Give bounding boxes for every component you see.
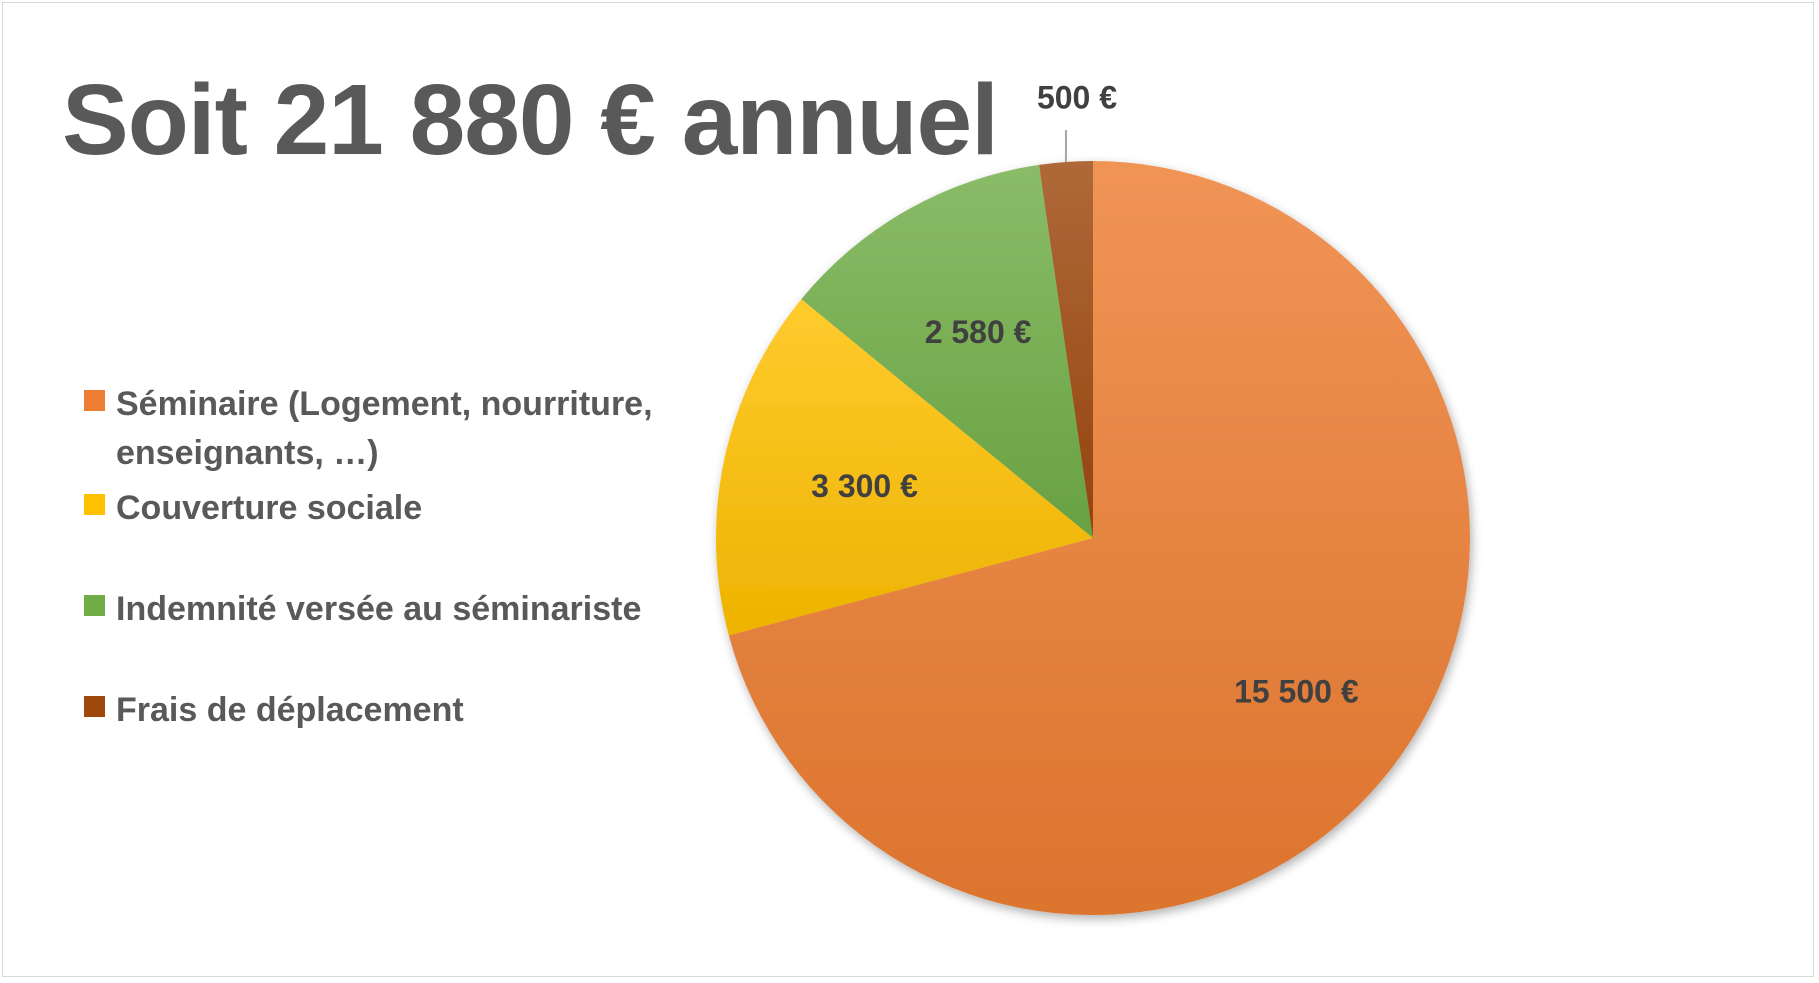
pie-slice-frais [1039,161,1093,538]
pie-slice-seminaire [728,161,1471,915]
pie-slices [715,161,1471,915]
legend-label-seminaire-line1: Séminaire (Logement, nourriture, [116,385,653,423]
legend-label-frais: Frais de déplacement [116,691,464,729]
legend-item-couverture: Couverture sociale [84,484,422,533]
pie-slice-couverture [715,299,1093,636]
legend-item-indemnite: Indemnité versée au séminariste [84,585,641,634]
legend-swatch-couverture [84,494,105,515]
data-label-frais: 500 € [1037,79,1117,115]
legend-swatch-frais [84,696,105,717]
legend-label-seminaire-line2: enseignants, …) [116,434,379,472]
legend-label-indemnite: Indemnité versée au séminariste [116,590,642,628]
data-label-couverture: 3 300 € [811,468,918,504]
legend-label-seminaire: Séminaire (Logement, nourriture, enseign… [116,380,653,478]
legend-item-seminaire: Séminaire (Logement, nourriture, enseign… [84,380,653,478]
legend-item-frais: Frais de déplacement [84,686,464,735]
legend-label-couverture: Couverture sociale [116,489,423,527]
legend-swatch-indemnite [84,595,105,616]
legend-swatch-seminaire [84,390,105,411]
chart-title: Soit 21 880 € annuel [62,64,999,176]
data-label-seminaire: 15 500 € [1234,674,1359,710]
data-label-indemnite: 2 580 € [925,314,1032,350]
pie-slice-indemnite [801,164,1093,538]
